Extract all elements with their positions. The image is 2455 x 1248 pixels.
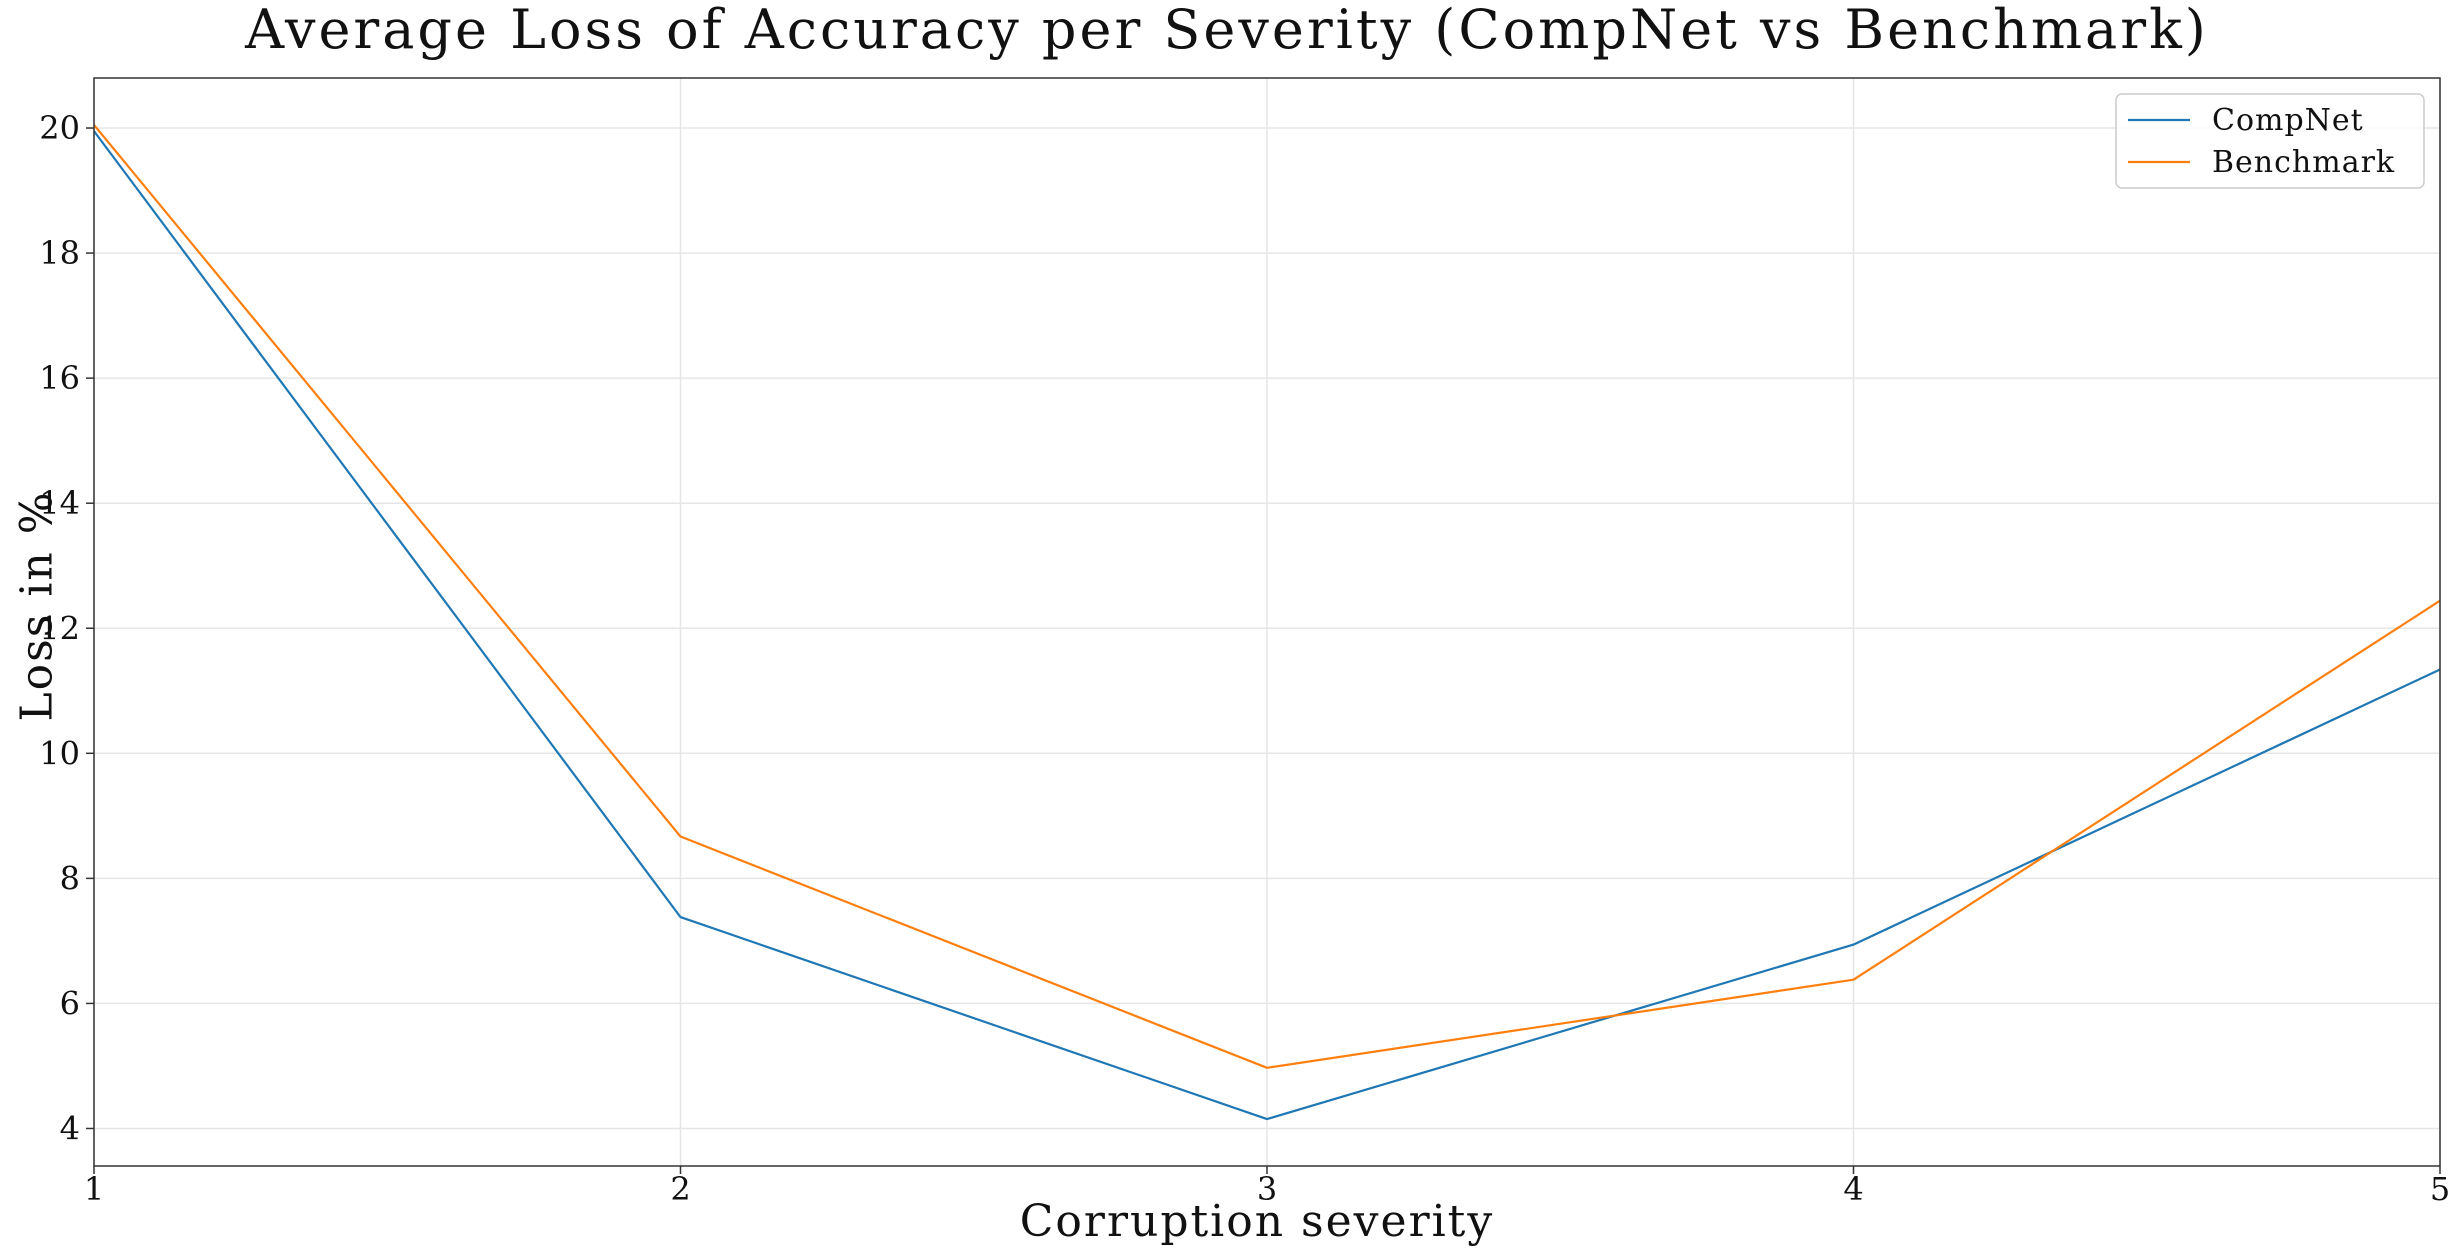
series-line-benchmark (93, 124, 2441, 1069)
y-tick-label: 4 (60, 1109, 80, 1147)
y-tick-label: 12 (39, 609, 80, 647)
x-tick-label: 2 (670, 1170, 690, 1208)
y-axis-label: Loss in % (11, 490, 62, 721)
legend-label-benchmark: Benchmark (2212, 145, 2395, 180)
x-tick-label: 4 (1843, 1170, 1863, 1208)
series-layer (93, 124, 2441, 1121)
y-tick-label: 18 (39, 234, 80, 272)
x-tick-label: 3 (1257, 1170, 1277, 1208)
chart-title: Average Loss of Accuracy per Severity (C… (244, 0, 2209, 61)
legend: CompNet Benchmark (2115, 93, 2425, 189)
y-tick-label: 10 (39, 734, 80, 772)
y-tick-label: 14 (39, 484, 80, 522)
y-tick-label: 16 (39, 359, 80, 397)
x-axis-label: Corruption severity (1020, 1196, 1494, 1247)
x-tick-label: 5 (2430, 1170, 2450, 1208)
legend-box (2115, 93, 2425, 189)
y-tick-label: 6 (60, 984, 80, 1022)
y-tick-label: 8 (60, 859, 80, 897)
grid (93, 78, 2441, 1166)
x-tick-label: 1 (84, 1170, 104, 1208)
legend-label-compnet: CompNet (2212, 103, 2364, 138)
y-tick-label: 20 (39, 109, 80, 147)
